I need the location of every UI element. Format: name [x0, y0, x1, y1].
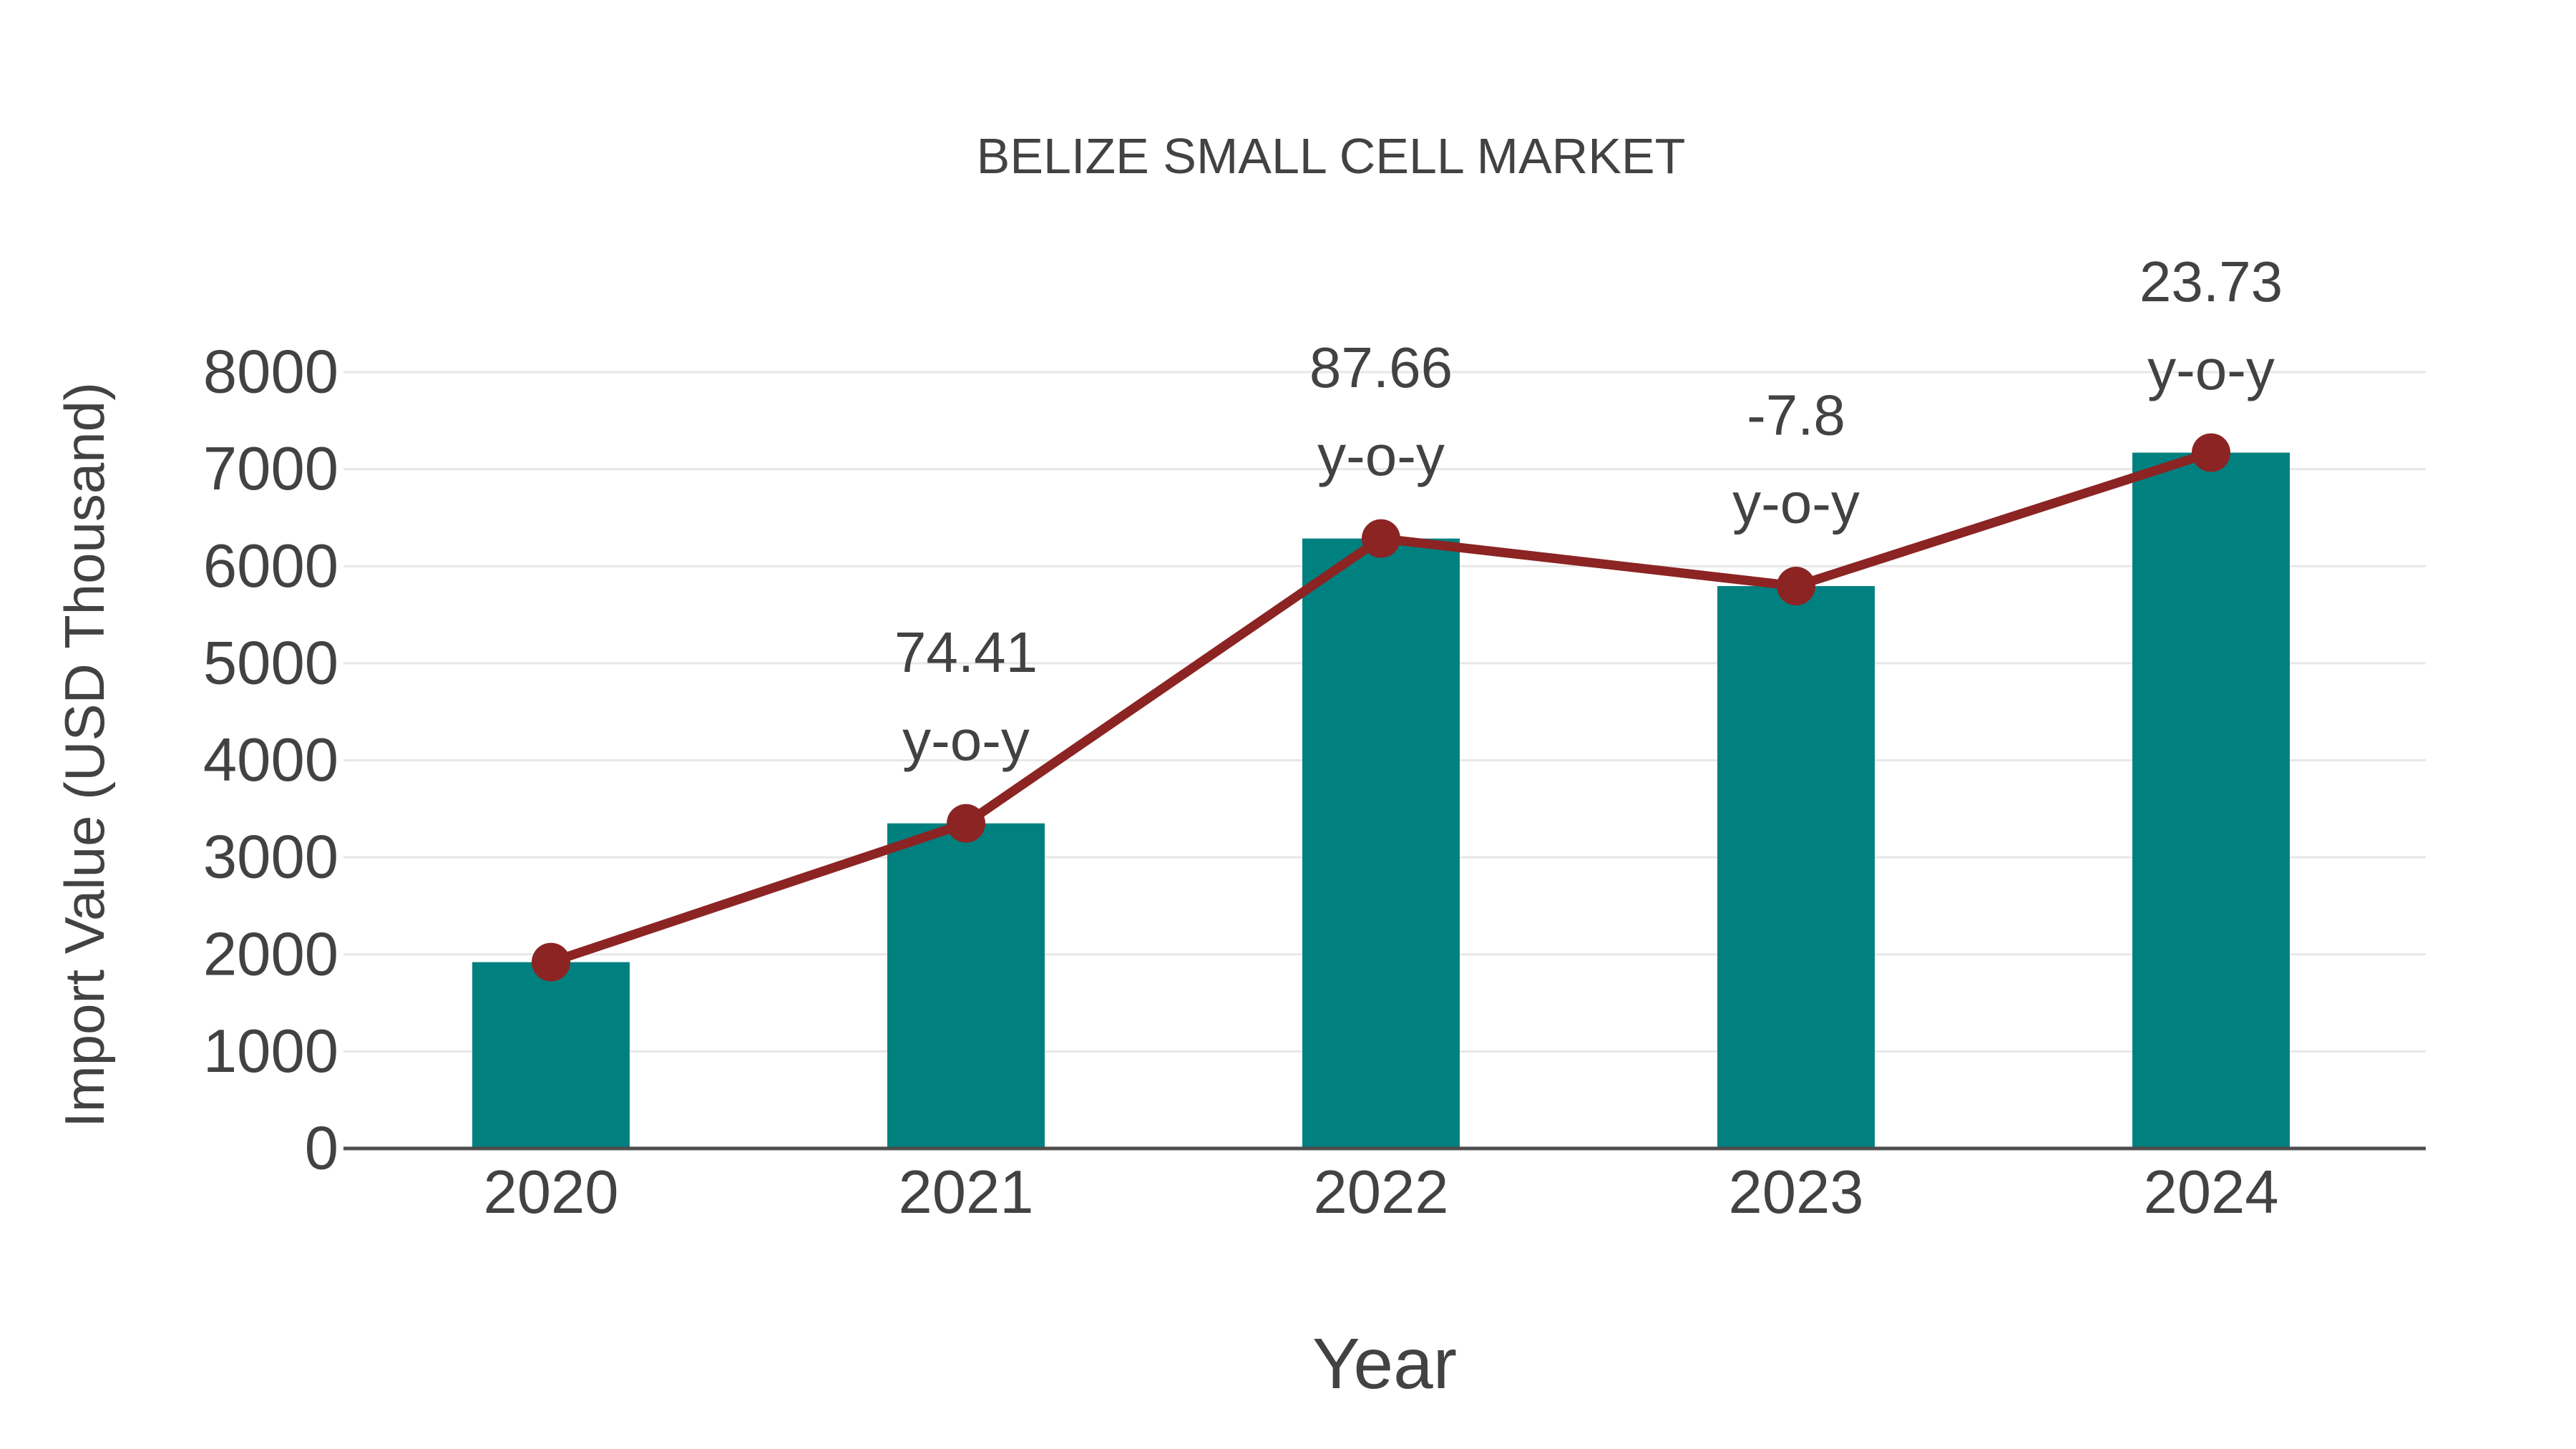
annotation-2023-line2: y-o-y — [1732, 472, 1860, 535]
y-tick-label-8000: 8000 — [203, 338, 338, 406]
marker-2020 — [532, 942, 570, 982]
y-tick-labels: 0 1000 2000 3000 4000 5000 6000 7000 8000 — [203, 338, 338, 1183]
bar-2021 — [887, 823, 1045, 1148]
y-tick-label-2000: 2000 — [203, 920, 338, 988]
bar-2024 — [2132, 452, 2290, 1148]
marker-2021 — [947, 804, 985, 843]
y-tick-label-6000: 6000 — [203, 532, 338, 600]
x-tick-label-2021: 2021 — [898, 1158, 1033, 1226]
x-tick-label-2023: 2023 — [1728, 1158, 1863, 1226]
trend-markers — [532, 433, 2230, 982]
y-axis-title: Import Value (USD Thousand) — [53, 382, 116, 1128]
chart-title: BELIZE SMALL CELL MARKET — [977, 128, 1686, 184]
annotation-2024-line2: y-o-y — [2147, 338, 2275, 401]
bar-series — [472, 452, 2290, 1148]
y-tick-label-1000: 1000 — [203, 1018, 338, 1085]
annotation-2022-line2: y-o-y — [1317, 424, 1445, 487]
x-tick-label-2024: 2024 — [2143, 1158, 2278, 1226]
marker-2023 — [1777, 567, 1815, 606]
annotation-2021-line2: y-o-y — [902, 708, 1030, 772]
bar-2023 — [1717, 586, 1875, 1148]
y-tick-label-5000: 5000 — [203, 629, 338, 697]
x-tick-labels: 2020 2021 2022 2023 2024 — [483, 1158, 2278, 1226]
y-tick-label-3000: 3000 — [203, 824, 338, 892]
annotation-2021-line1: 74.41 — [894, 620, 1038, 684]
annotation-2022-line1: 87.66 — [1309, 336, 1453, 399]
y-tick-label-0: 0 — [305, 1115, 338, 1183]
x-axis-title: Year — [1312, 1324, 1457, 1404]
annotation-2024-line1: 23.73 — [2140, 250, 2283, 313]
marker-2024 — [2192, 433, 2230, 472]
y-tick-label-4000: 4000 — [203, 726, 338, 794]
annotations: 74.41 y-o-y 87.66 y-o-y -7.8 y-o-y 23.73 y-o-y — [894, 250, 2283, 772]
marker-2022 — [1362, 519, 1400, 558]
bar-2022 — [1302, 538, 1460, 1148]
y-tick-label-7000: 7000 — [203, 435, 338, 503]
x-tick-label-2022: 2022 — [1313, 1158, 1448, 1226]
bar-2020 — [472, 962, 630, 1148]
annotation-2023-line1: -7.8 — [1747, 384, 1845, 447]
x-tick-label-2020: 2020 — [483, 1158, 618, 1226]
